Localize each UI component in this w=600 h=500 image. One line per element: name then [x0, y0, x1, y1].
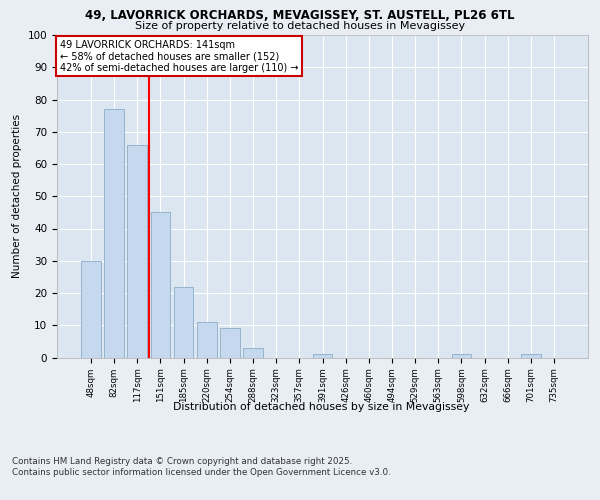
- Text: Size of property relative to detached houses in Mevagissey: Size of property relative to detached ho…: [135, 21, 465, 31]
- Bar: [174, 286, 193, 358]
- Bar: [243, 348, 263, 358]
- Text: Distribution of detached houses by size in Mevagissey: Distribution of detached houses by size …: [173, 402, 469, 412]
- Text: 49 LAVORRICK ORCHARDS: 141sqm
← 58% of detached houses are smaller (152)
42% of : 49 LAVORRICK ORCHARDS: 141sqm ← 58% of d…: [59, 40, 298, 73]
- Bar: [151, 212, 170, 358]
- Bar: [220, 328, 240, 358]
- Bar: [81, 261, 101, 358]
- Bar: [452, 354, 471, 358]
- Bar: [313, 354, 332, 358]
- Bar: [104, 109, 124, 358]
- Bar: [127, 144, 147, 358]
- Bar: [521, 354, 541, 358]
- Y-axis label: Number of detached properties: Number of detached properties: [12, 114, 22, 278]
- Bar: [197, 322, 217, 358]
- Text: 49, LAVORRICK ORCHARDS, MEVAGISSEY, ST. AUSTELL, PL26 6TL: 49, LAVORRICK ORCHARDS, MEVAGISSEY, ST. …: [85, 9, 515, 22]
- Text: Contains HM Land Registry data © Crown copyright and database right 2025.
Contai: Contains HM Land Registry data © Crown c…: [12, 458, 391, 477]
